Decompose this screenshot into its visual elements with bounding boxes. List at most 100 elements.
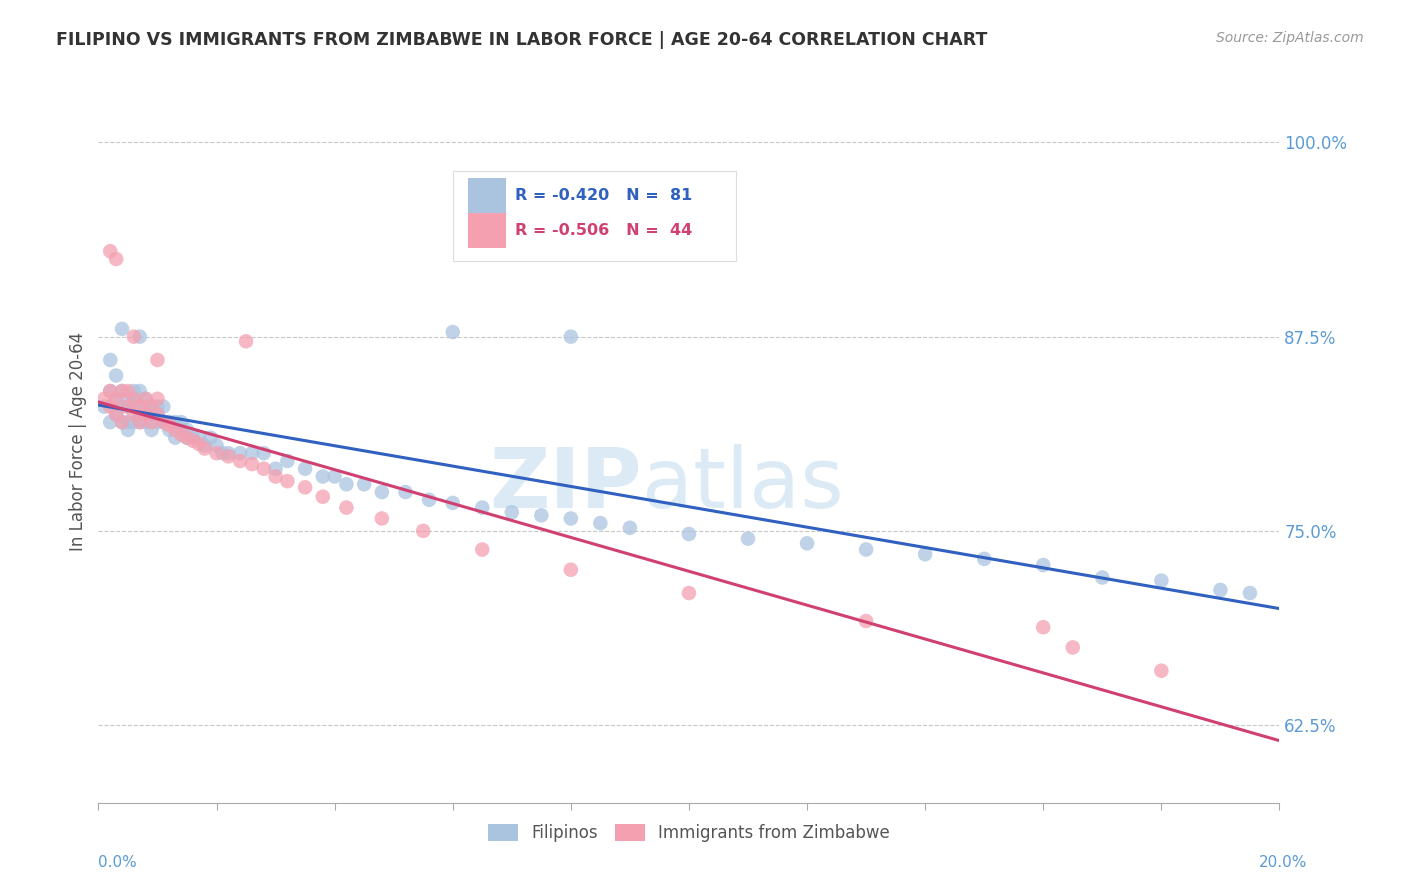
Point: [471, 500, 494, 515]
Point: [122, 392, 145, 406]
Point: [117, 384, 139, 398]
Point: [105, 392, 128, 406]
Point: [217, 450, 239, 464]
Point: [194, 442, 217, 456]
Point: [146, 415, 169, 429]
Point: [312, 490, 335, 504]
Point: [111, 400, 134, 414]
Point: [264, 461, 287, 475]
Point: [914, 547, 936, 561]
Point: [152, 415, 174, 429]
Point: [294, 461, 316, 475]
Point: [264, 469, 287, 483]
Point: [441, 325, 464, 339]
Y-axis label: In Labor Force | Age 20-64: In Labor Force | Age 20-64: [69, 332, 87, 551]
Point: [135, 392, 157, 406]
Point: [371, 511, 394, 525]
Point: [560, 563, 582, 577]
Text: 0.0%: 0.0%: [98, 855, 138, 870]
Point: [229, 446, 252, 460]
Point: [135, 415, 157, 429]
Point: [141, 400, 163, 414]
Point: [211, 446, 233, 460]
Point: [796, 536, 818, 550]
Point: [98, 384, 121, 398]
Point: [855, 614, 877, 628]
Point: [335, 477, 357, 491]
Point: [371, 485, 394, 500]
Point: [93, 400, 115, 414]
Point: [122, 384, 145, 398]
Point: [98, 384, 121, 398]
Point: [1150, 574, 1173, 588]
Point: [619, 521, 641, 535]
Point: [855, 542, 877, 557]
Point: [122, 415, 145, 429]
Point: [253, 461, 276, 475]
Text: FILIPINO VS IMMIGRANTS FROM ZIMBABWE IN LABOR FORCE | AGE 20-64 CORRELATION CHAR: FILIPINO VS IMMIGRANTS FROM ZIMBABWE IN …: [56, 31, 987, 49]
Point: [187, 437, 209, 451]
Point: [394, 485, 416, 500]
Legend: Filipinos, Immigrants from Zimbabwe: Filipinos, Immigrants from Zimbabwe: [481, 817, 897, 848]
Point: [117, 400, 139, 414]
Point: [141, 415, 163, 429]
Point: [117, 400, 139, 414]
Point: [205, 446, 228, 460]
Point: [471, 542, 494, 557]
Point: [165, 423, 187, 437]
Point: [157, 415, 180, 429]
Point: [181, 431, 204, 445]
Point: [165, 431, 187, 445]
Point: [205, 438, 228, 452]
Point: [240, 457, 263, 471]
Point: [146, 408, 169, 422]
Point: [1239, 586, 1261, 600]
Point: [176, 423, 198, 437]
Point: [141, 423, 163, 437]
Point: [170, 427, 193, 442]
Point: [105, 392, 128, 406]
Point: [165, 415, 187, 429]
Text: Source: ZipAtlas.com: Source: ZipAtlas.com: [1216, 31, 1364, 45]
Point: [323, 469, 346, 483]
Point: [128, 408, 150, 422]
Point: [122, 392, 145, 406]
Point: [412, 524, 434, 538]
Point: [441, 496, 464, 510]
Text: R = -0.506   N =  44: R = -0.506 N = 44: [516, 223, 693, 238]
Point: [117, 415, 139, 429]
FancyBboxPatch shape: [468, 212, 506, 248]
Point: [146, 400, 169, 414]
Point: [128, 329, 150, 343]
Point: [276, 474, 298, 488]
Point: [181, 434, 204, 448]
Point: [176, 431, 198, 445]
Point: [122, 408, 145, 422]
Point: [501, 505, 523, 519]
Point: [141, 408, 163, 422]
Point: [530, 508, 553, 523]
Point: [1091, 570, 1114, 584]
Point: [111, 384, 134, 398]
Point: [152, 400, 174, 414]
Point: [146, 353, 169, 368]
Point: [240, 446, 263, 460]
Point: [187, 431, 209, 445]
Point: [105, 368, 128, 383]
Point: [157, 418, 180, 433]
Point: [105, 408, 128, 422]
Point: [276, 454, 298, 468]
Point: [176, 431, 198, 445]
Point: [229, 454, 252, 468]
Point: [111, 322, 134, 336]
Point: [128, 384, 150, 398]
Point: [111, 415, 134, 429]
Text: 20.0%: 20.0%: [1260, 855, 1308, 870]
Point: [135, 392, 157, 406]
Text: R = -0.420   N =  81: R = -0.420 N = 81: [516, 188, 693, 203]
Point: [128, 415, 150, 429]
Point: [170, 423, 193, 437]
Point: [737, 532, 759, 546]
Point: [146, 392, 169, 406]
Point: [1209, 582, 1232, 597]
